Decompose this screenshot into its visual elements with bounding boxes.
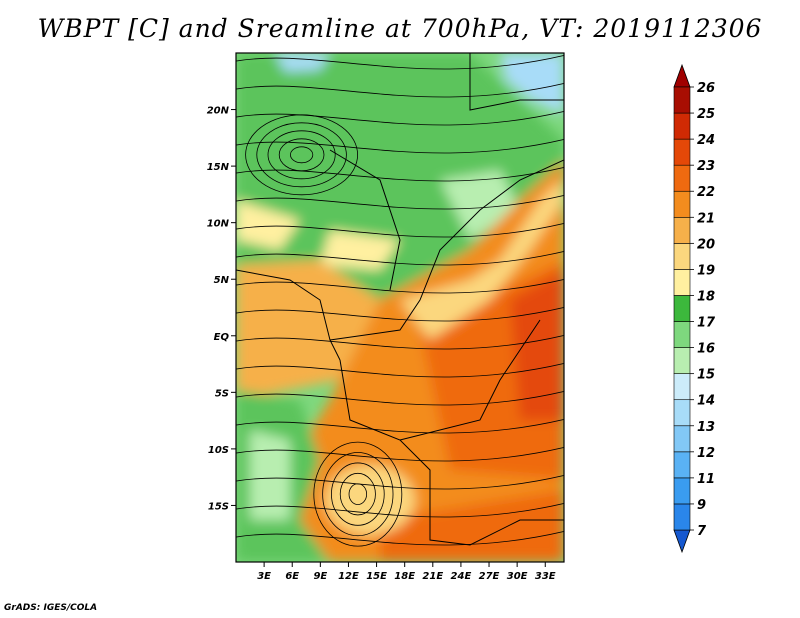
y-tick-label: EQ — [214, 332, 230, 343]
colorbar-label: 23 — [697, 159, 715, 174]
streamline — [236, 306, 564, 322]
streamline — [236, 530, 564, 546]
streamline — [236, 390, 564, 406]
y-tick-label: 15S — [208, 501, 229, 512]
y-tick-label: 5N — [214, 275, 230, 286]
circulation-streamline — [245, 114, 359, 196]
x-axis: 3E 6E 9E 12E 15E 18E 21E 24E 27E 30E 33E — [257, 562, 556, 582]
y-tick-label: 10N — [207, 219, 230, 230]
colorbar-label: 26 — [697, 81, 715, 96]
colorbar-label: 20 — [697, 237, 715, 252]
streamline — [236, 278, 564, 294]
colorbar-box — [673, 112, 691, 140]
x-tick-label: 27E — [479, 571, 500, 582]
footer-credit: GrADS: IGES/COLA — [4, 603, 98, 613]
colorbar-label: 14 — [697, 394, 715, 409]
circulation-streamline — [348, 483, 368, 505]
streamline — [236, 334, 564, 350]
colorbar-label: 9 — [697, 498, 706, 513]
colorbar-box — [673, 399, 691, 427]
x-tick-label: 24E — [451, 571, 472, 582]
streamline — [236, 362, 564, 378]
colorbar-box — [673, 164, 691, 192]
plot-frame — [235, 52, 565, 563]
x-tick-label: 15E — [366, 571, 387, 582]
colorbar-label: 22 — [697, 185, 715, 200]
colorbar-box — [673, 321, 691, 348]
x-tick-label: 30E — [507, 571, 528, 582]
streamline — [236, 474, 564, 490]
x-tick-label: 6E — [285, 571, 299, 582]
colorbar-label: 19 — [697, 263, 715, 278]
colorbar-label: 12 — [697, 446, 715, 461]
colorbar-over-arrow — [673, 63, 691, 88]
colorbar-label: 17 — [697, 316, 716, 331]
streamline — [236, 110, 564, 126]
y-axis: 20N 15N 10N 5N EQ 5S 10S 15S — [207, 106, 236, 512]
colorbar-label: 18 — [697, 289, 715, 304]
x-tick-label: 33E — [535, 571, 556, 582]
y-tick-label: 5S — [215, 388, 229, 399]
colorbar-box — [673, 86, 691, 114]
streamline — [236, 250, 564, 266]
circulation-streamline — [313, 441, 403, 547]
colorbar-label: 13 — [697, 420, 715, 435]
circulation-streamline — [289, 146, 314, 164]
streamlines — [236, 54, 564, 547]
colorbar-box — [673, 295, 691, 322]
x-tick-label: 3E — [257, 571, 271, 582]
circulation-streamline — [331, 462, 385, 526]
streamline — [236, 54, 564, 70]
colorbar-label: 16 — [697, 342, 715, 357]
colorbar-box — [673, 477, 691, 505]
colorbar-label: 15 — [697, 368, 715, 383]
colorbar-box — [673, 138, 691, 166]
colorbar-label: 21 — [697, 211, 715, 226]
colorbar-label: 24 — [697, 133, 715, 148]
circulation-streamline — [256, 122, 347, 188]
colorbar-box — [673, 269, 691, 296]
y-tick-label: 15N — [207, 162, 230, 173]
colorbar-box — [673, 373, 691, 401]
streamline — [236, 502, 564, 518]
colorbar-under-arrow — [673, 529, 691, 554]
colorbar-box — [673, 347, 691, 374]
circulation-streamline — [267, 130, 336, 180]
circulation-streamline — [339, 472, 376, 516]
borders — [236, 53, 564, 546]
x-tick-label: 9E — [313, 571, 327, 582]
circulation-streamline — [278, 138, 325, 172]
colorbar-box — [673, 503, 691, 531]
streamline — [236, 82, 564, 98]
streamline — [236, 194, 564, 210]
y-tick-label: 20N — [207, 106, 230, 117]
streamline — [236, 138, 564, 154]
wbpt-field — [236, 53, 564, 562]
colorbar-label: 25 — [697, 107, 715, 122]
x-tick-label: 12E — [338, 571, 359, 582]
colorbar-box — [673, 425, 691, 453]
x-tick-label: 18E — [394, 571, 415, 582]
streamline — [236, 222, 564, 238]
colorbar-label: 7 — [697, 524, 707, 539]
colorbar-box — [673, 190, 691, 218]
chart-title: WBPT [C] and Sreamline at 700hPa, VT: 20… — [37, 14, 763, 43]
y-tick-label: 10S — [208, 445, 229, 456]
colorbar-box — [673, 451, 691, 479]
colorbar-box — [673, 243, 691, 270]
colorbar-box — [673, 216, 691, 244]
x-tick-label: 21E — [422, 571, 443, 582]
circulation-streamline — [322, 452, 394, 537]
colorbar-label: 11 — [697, 472, 715, 487]
